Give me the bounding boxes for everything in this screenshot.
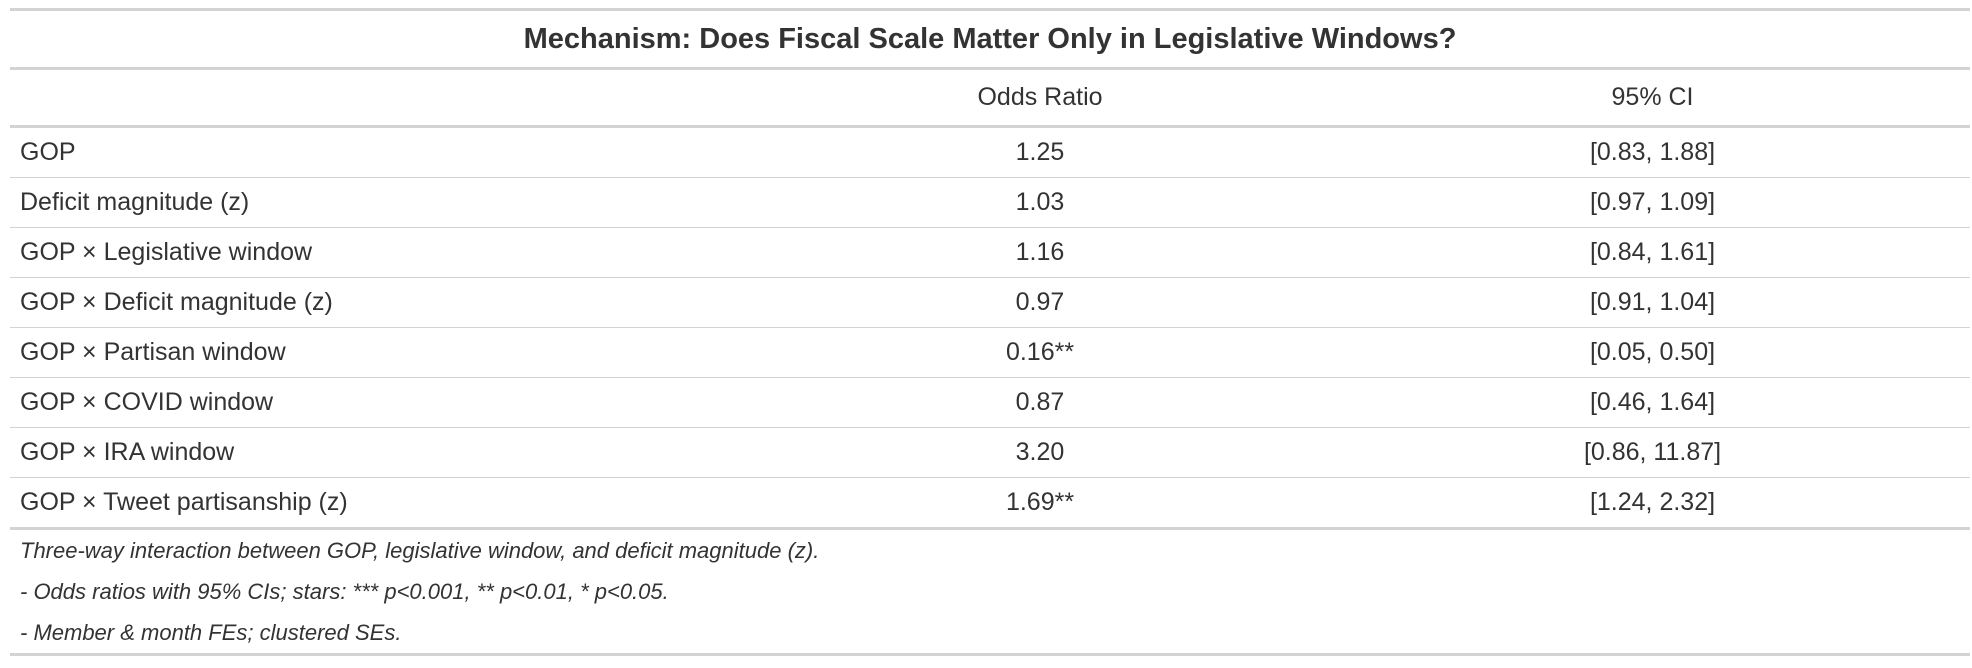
column-header-ci: 95% CI [1335, 68, 1971, 128]
table-note: Three-way interaction between GOP, legis… [20, 537, 820, 563]
regression-table-container: Mechanism: Does Fiscal Scale Matter Only… [10, 8, 1971, 656]
row-ci: [0.05, 0.50] [1335, 327, 1971, 378]
table-note-row: Three-way interaction between GOP, legis… [10, 529, 1970, 572]
column-header-row: Odds Ratio 95% CI [10, 68, 1971, 128]
row-odds-ratio: 1.16 [745, 227, 1335, 278]
row-term: Deficit magnitude (z) [10, 177, 745, 228]
row-odds-ratio: 1.69** [745, 477, 1335, 530]
row-term: GOP [10, 126, 745, 178]
row-odds-ratio: 3.20 [745, 427, 1335, 478]
table-row: GOP × IRA window 3.20 [0.86, 11.87] [10, 427, 1971, 478]
row-ci: [0.86, 11.87] [1335, 427, 1971, 478]
row-ci: [0.97, 1.09] [1335, 177, 1971, 228]
row-odds-ratio: 0.16** [745, 327, 1335, 378]
table-row: GOP 1.25 [0.83, 1.88] [10, 126, 1971, 178]
table-note-row: - Member & month FEs; clustered SEs. [10, 612, 1970, 655]
table-row: GOP × Legislative window 1.16 [0.84, 1.6… [10, 227, 1971, 278]
row-odds-ratio: 0.97 [745, 277, 1335, 328]
row-ci: [0.83, 1.88] [1335, 126, 1971, 178]
table-note-row: - Odds ratios with 95% CIs; stars: *** p… [10, 571, 1970, 612]
table-row: GOP × Partisan window 0.16** [0.05, 0.50… [10, 327, 1971, 378]
row-ci: [0.84, 1.61] [1335, 227, 1971, 278]
column-header-term [10, 68, 745, 128]
row-odds-ratio: 1.03 [745, 177, 1335, 228]
regression-table: Mechanism: Does Fiscal Scale Matter Only… [10, 8, 1971, 656]
table-row: Deficit magnitude (z) 1.03 [0.97, 1.09] [10, 177, 1971, 228]
column-header-odds-ratio: Odds Ratio [745, 68, 1335, 128]
table-title: Mechanism: Does Fiscal Scale Matter Only… [10, 9, 1971, 70]
table-title-row: Mechanism: Does Fiscal Scale Matter Only… [10, 9, 1971, 70]
table-row: GOP × Tweet partisanship (z) 1.69** [1.2… [10, 477, 1971, 530]
table-note: - Odds ratios with 95% CIs; stars: *** p… [20, 578, 669, 604]
row-ci: [0.91, 1.04] [1335, 277, 1971, 328]
row-term: GOP × COVID window [10, 377, 745, 428]
table-row: GOP × COVID window 0.87 [0.46, 1.64] [10, 377, 1971, 428]
row-odds-ratio: 1.25 [745, 126, 1335, 178]
table-row: GOP × Deficit magnitude (z) 0.97 [0.91, … [10, 277, 1971, 328]
row-term: GOP × IRA window [10, 427, 745, 478]
table-note: - Member & month FEs; clustered SEs. [20, 619, 402, 645]
row-term: GOP × Legislative window [10, 227, 745, 278]
row-term: GOP × Tweet partisanship (z) [10, 477, 745, 530]
row-ci: [1.24, 2.32] [1335, 477, 1971, 530]
row-ci: [0.46, 1.64] [1335, 377, 1971, 428]
row-term: GOP × Deficit magnitude (z) [10, 277, 745, 328]
row-odds-ratio: 0.87 [745, 377, 1335, 428]
row-term: GOP × Partisan window [10, 327, 745, 378]
